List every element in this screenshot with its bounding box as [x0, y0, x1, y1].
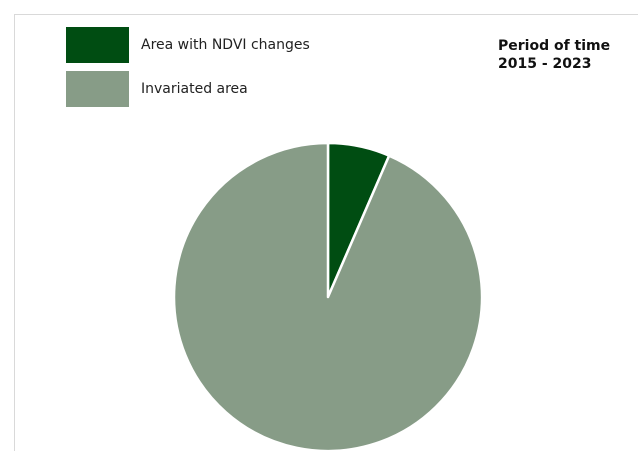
legend: Area with NDVI changes Invariated area: [66, 27, 310, 115]
legend-swatch-ndvi-changes: [66, 27, 129, 63]
legend-item-ndvi-changes: Area with NDVI changes: [66, 27, 310, 63]
pie-slice-invariated-area: [172, 141, 484, 451]
frame-border-top: [14, 14, 638, 15]
legend-label-invariated-area: Invariated area: [141, 81, 248, 97]
period-title: Period of time: [498, 38, 611, 54]
period-years: 2015 - 2023: [498, 56, 592, 72]
legend-item-invariated-area: Invariated area: [66, 71, 310, 107]
legend-label-ndvi-changes: Area with NDVI changes: [141, 37, 310, 53]
frame-border-left: [14, 14, 15, 451]
period-annotation: Period of time 2015 - 2023: [498, 37, 610, 73]
legend-swatch-invariated-area: [66, 71, 129, 107]
